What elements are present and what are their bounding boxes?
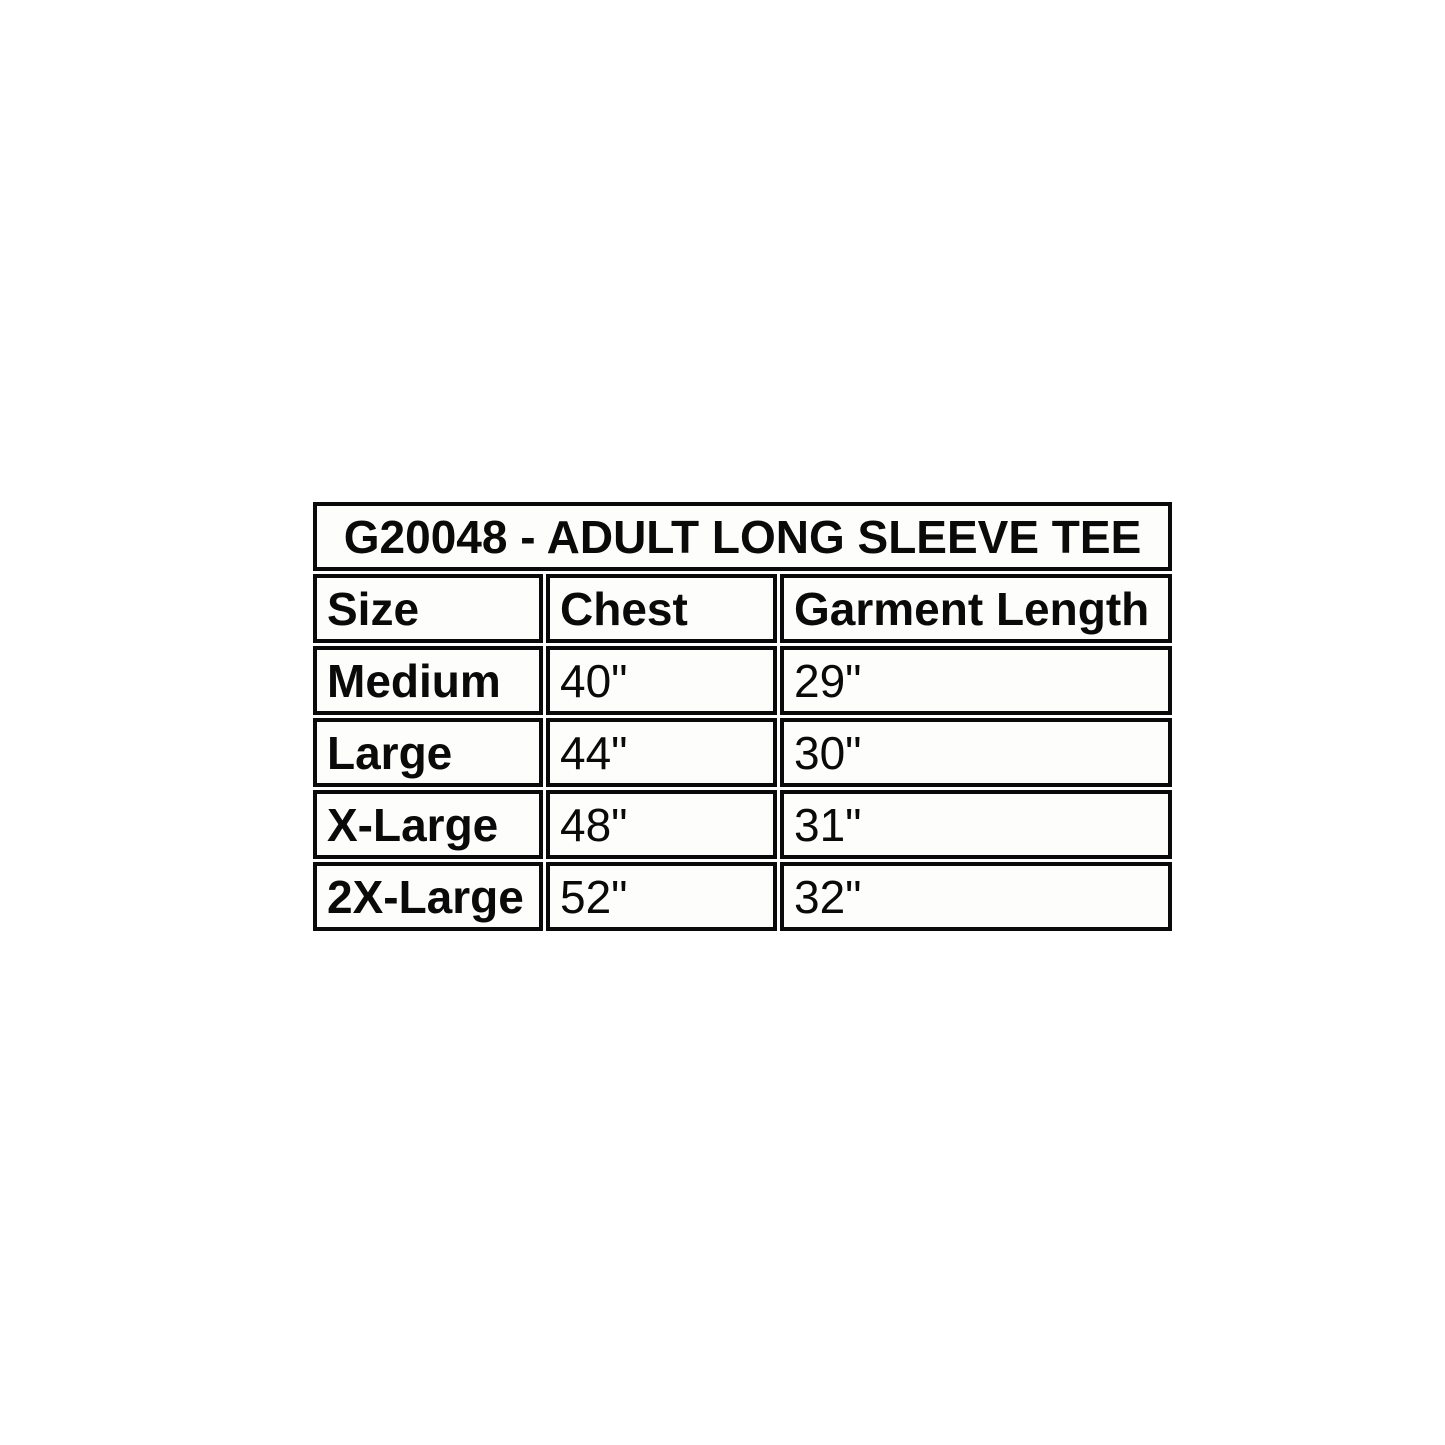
column-header-size: Size	[313, 574, 543, 643]
size-cell: Large	[313, 718, 543, 787]
table-row-large: Large 44" 30"	[313, 718, 1173, 787]
column-header-chest: Chest	[546, 574, 777, 643]
size-cell: 2X-Large	[313, 862, 543, 931]
chest-cell: 52"	[546, 862, 777, 931]
table-title: G20048 - ADULT LONG SLEEVE TEE	[313, 502, 1173, 571]
garment-length-cell: 29"	[780, 646, 1173, 715]
garment-length-cell: 31"	[780, 790, 1173, 859]
size-chart-table: G20048 - ADULT LONG SLEEVE TEE Size Ches…	[310, 499, 1175, 934]
header-row: Size Chest Garment Length	[313, 574, 1173, 643]
chest-cell: 48"	[546, 790, 777, 859]
column-header-garment-length: Garment Length	[780, 574, 1173, 643]
table-row-2x-large: 2X-Large 52" 32"	[313, 862, 1173, 931]
chest-cell: 44"	[546, 718, 777, 787]
garment-length-cell: 32"	[780, 862, 1173, 931]
chest-cell: 40"	[546, 646, 777, 715]
size-cell: X-Large	[313, 790, 543, 859]
size-cell: Medium	[313, 646, 543, 715]
title-row: G20048 - ADULT LONG SLEEVE TEE	[313, 502, 1173, 571]
garment-length-cell: 30"	[780, 718, 1173, 787]
table-row-medium: Medium 40" 29"	[313, 646, 1173, 715]
table-row-x-large: X-Large 48" 31"	[313, 790, 1173, 859]
